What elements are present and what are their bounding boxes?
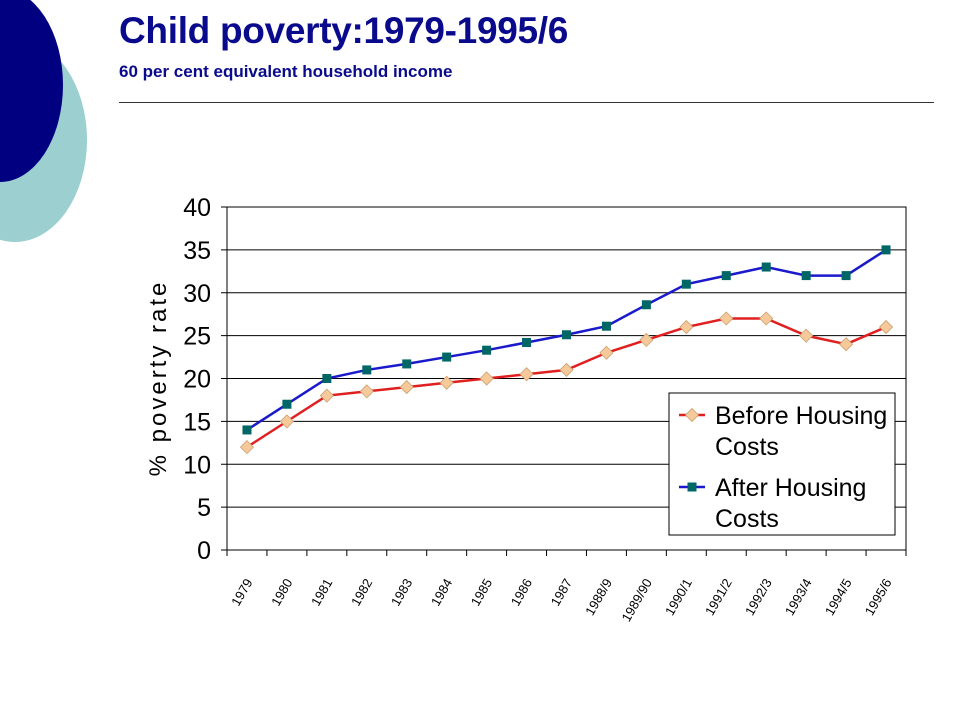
- data-point: [442, 352, 452, 362]
- data-point: [599, 345, 614, 360]
- plot-area: [226, 206, 907, 551]
- data-point: [562, 330, 571, 340]
- data-point: [319, 388, 334, 403]
- legend-label: Before Housing: [715, 402, 887, 430]
- legend-label: After Housing: [715, 474, 866, 502]
- data-point: [239, 440, 255, 455]
- data-point: [839, 337, 854, 352]
- data-point: [402, 359, 412, 369]
- x-tick-label: 1991/2: [702, 576, 735, 618]
- data-point: [679, 319, 694, 335]
- x-tick-label: 1982: [348, 576, 375, 609]
- x-tick-label: 1988/9: [582, 576, 615, 618]
- x-tick-label: 1983: [388, 576, 415, 609]
- data-point: [719, 311, 734, 326]
- data-point: [519, 367, 534, 382]
- data-point: [881, 245, 891, 255]
- slide-subtitle: 60 per cent equivalent household income: [119, 62, 453, 81]
- data-point: [479, 371, 494, 386]
- data-point: [841, 271, 851, 281]
- data-point: [322, 374, 332, 383]
- y-tick-label: 0: [197, 537, 211, 565]
- data-point: [681, 279, 691, 289]
- y-axis-label: % poverty rate: [145, 280, 172, 477]
- data-point: [761, 262, 771, 272]
- x-tick-label: 1990/1: [662, 576, 695, 618]
- data-point: [639, 332, 654, 347]
- navy-circle: [0, 0, 63, 182]
- data-point: [359, 384, 374, 399]
- y-tick-label: 5: [197, 494, 211, 522]
- y-tick-label: 30: [183, 280, 211, 308]
- y-tick-label: 15: [183, 408, 211, 436]
- y-tick-label: 35: [183, 237, 211, 265]
- x-tick-label: 1993/4: [782, 576, 815, 618]
- x-tick-label: 1995/6: [862, 576, 895, 618]
- y-tick-label: 40: [183, 194, 211, 222]
- data-point: [601, 321, 611, 331]
- y-tick-label: 25: [183, 323, 211, 351]
- legend-label: Costs: [715, 433, 779, 461]
- x-tick-label: 1989/90: [618, 576, 654, 624]
- data-point: [878, 319, 894, 335]
- slide-title: Child poverty:1979-1995/6: [119, 10, 569, 51]
- data-point: [559, 362, 574, 377]
- decorative-circles: [0, 0, 87, 242]
- data-point: [799, 328, 814, 343]
- x-tick-label: 1987: [548, 576, 575, 609]
- x-tick-label: 1979: [228, 576, 255, 609]
- x-tick-label: 1992/3: [742, 576, 775, 618]
- legend-label: Costs: [715, 505, 779, 533]
- x-tick-label: 1986: [508, 576, 535, 609]
- legend-box: [668, 392, 896, 536]
- data-point: [759, 311, 774, 326]
- data-point: [399, 380, 414, 395]
- legend-swatch-marker: [684, 407, 700, 423]
- x-tick-label: 1994/5: [822, 576, 855, 618]
- x-tick-label: 1984: [428, 576, 455, 609]
- data-point: [721, 271, 731, 281]
- y-tick-label: 10: [183, 451, 211, 479]
- data-point: [801, 271, 811, 281]
- title-divider: [119, 102, 934, 103]
- y-tick-label: 20: [183, 366, 211, 394]
- x-tick-label: 1981: [308, 576, 335, 609]
- data-point: [242, 425, 252, 435]
- data-point: [439, 375, 454, 390]
- data-point: [641, 300, 651, 310]
- legend-swatch-marker: [687, 482, 697, 492]
- data-point: [279, 414, 294, 429]
- x-tick-label: 1985: [468, 576, 495, 609]
- data-point: [282, 399, 292, 409]
- data-point: [482, 345, 492, 355]
- x-tick-label: 1980: [268, 576, 295, 609]
- data-point: [522, 337, 532, 347]
- data-point: [362, 365, 372, 375]
